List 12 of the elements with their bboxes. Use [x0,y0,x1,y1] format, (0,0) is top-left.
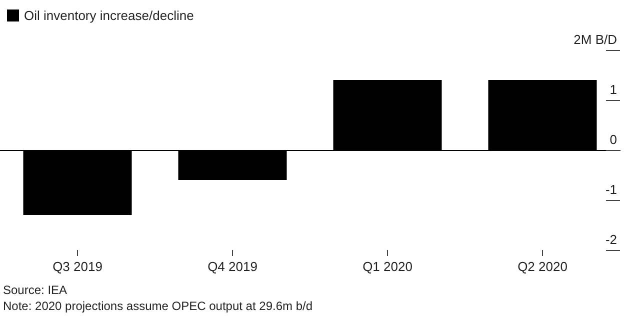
source-note: Source: IEA [3,283,68,297]
legend-label: Oil inventory increase/decline [24,8,194,23]
y-tick-label: -1 [605,182,617,197]
y-tick-label: -2 [605,232,617,247]
x-tick-label: Q4 2019 [208,259,258,274]
y-tick-label: 1 [610,82,617,97]
x-tick-label: Q3 2019 [52,259,102,274]
x-tick-label: Q2 2020 [518,259,568,274]
text: Note: 2020 projections assume OPEC output at 29.6m b/d [3,299,313,313]
y-tick-label: 2M B/D [574,32,617,47]
x-tick-label: Q1 2020 [362,259,412,274]
y-tick-label: 0 [610,132,617,147]
